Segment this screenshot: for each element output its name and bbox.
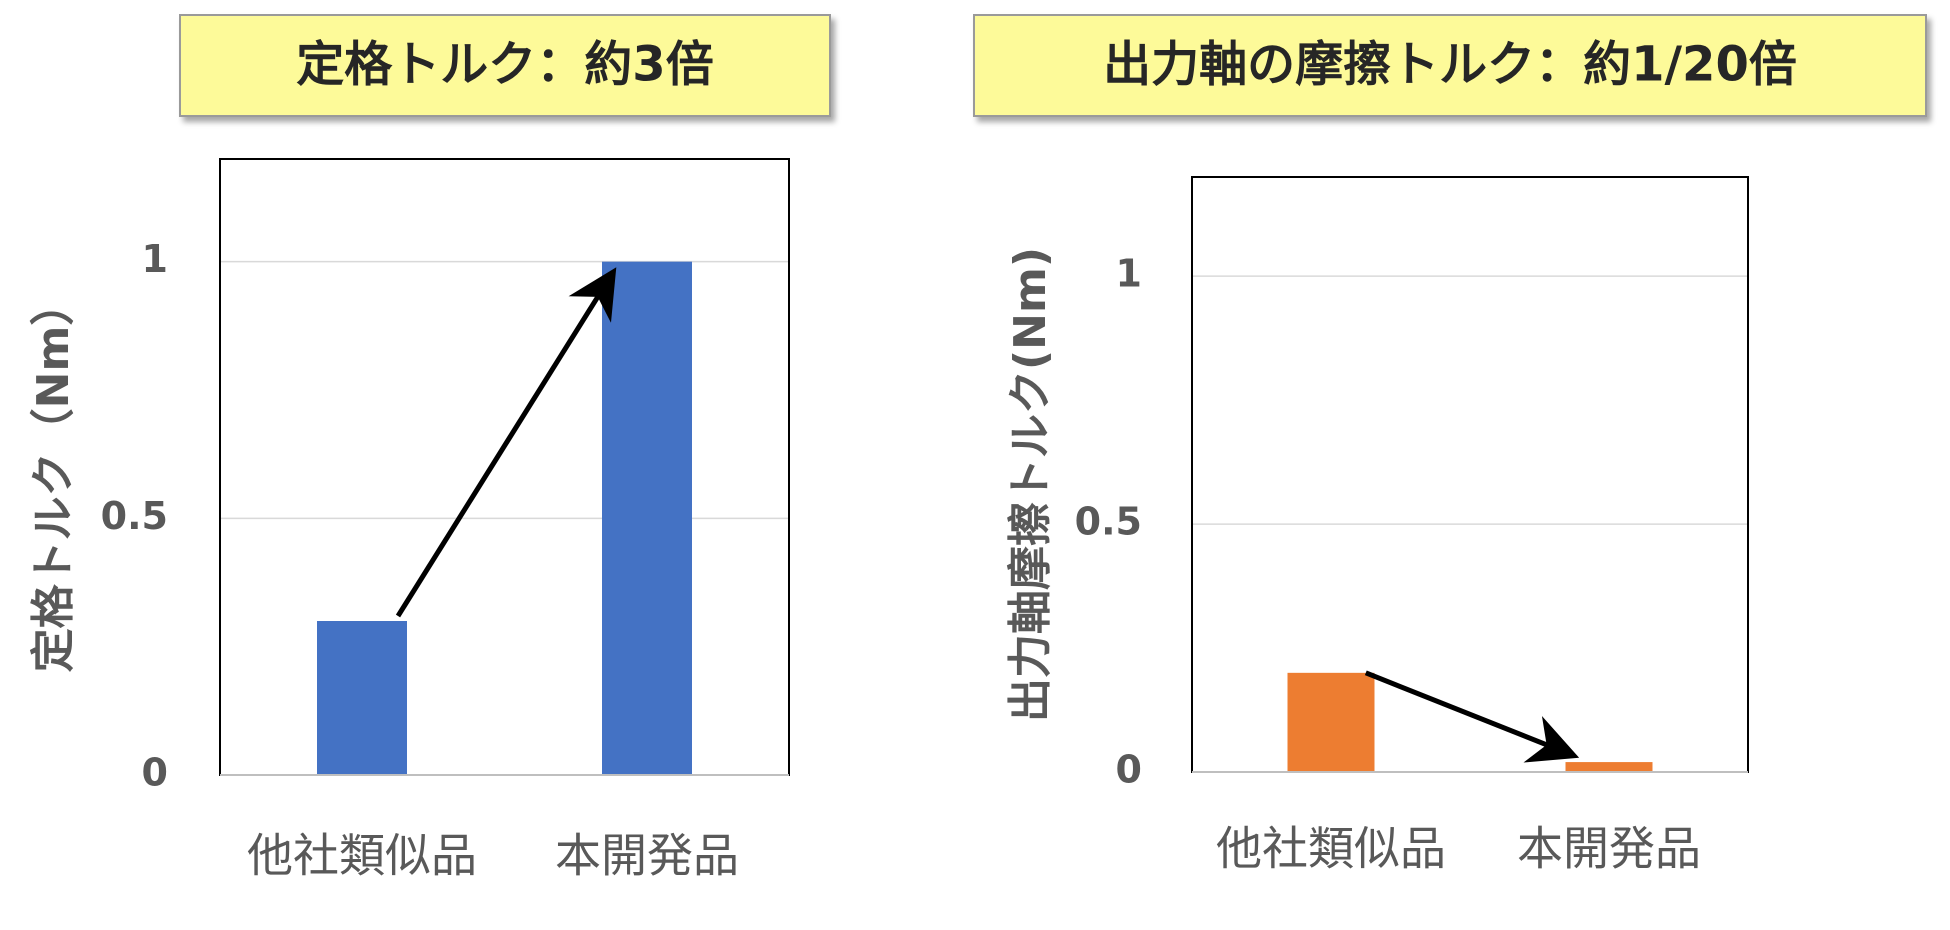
- bar: [1287, 672, 1375, 772]
- y-axis-label: 定格トルク（Nm）: [28, 282, 79, 673]
- y-axis-label: 出力軸摩擦トルク(Nm): [1005, 247, 1056, 722]
- bar: [317, 621, 407, 775]
- chart-title: 定格トルク：約3倍: [296, 37, 713, 93]
- x-tick-label: 本開発品: [1517, 822, 1701, 876]
- y-tick-label: 1: [142, 237, 168, 281]
- y-tick-label: 1: [1116, 252, 1142, 296]
- x-tick-label: 本開発品: [555, 829, 739, 883]
- title-box: [973, 14, 1927, 117]
- plot-frame: [1191, 176, 1749, 773]
- bar: [1565, 762, 1653, 772]
- title-box: [179, 14, 831, 117]
- x-tick-label: 他社類似品: [1216, 822, 1446, 876]
- y-tick-label: 0.5: [1075, 500, 1142, 544]
- arrow: [395, 267, 617, 618]
- chart-title: 出力軸の摩擦トルク：約1/20倍: [1103, 37, 1797, 93]
- arrow: [1364, 670, 1580, 763]
- y-tick-label: 0.5: [101, 494, 168, 538]
- y-tick-label: 0: [1116, 748, 1142, 792]
- x-tick-label: 他社類似品: [247, 829, 477, 883]
- plot-frame: [219, 158, 790, 776]
- y-tick-label: 0: [142, 751, 168, 795]
- bar: [602, 261, 692, 776]
